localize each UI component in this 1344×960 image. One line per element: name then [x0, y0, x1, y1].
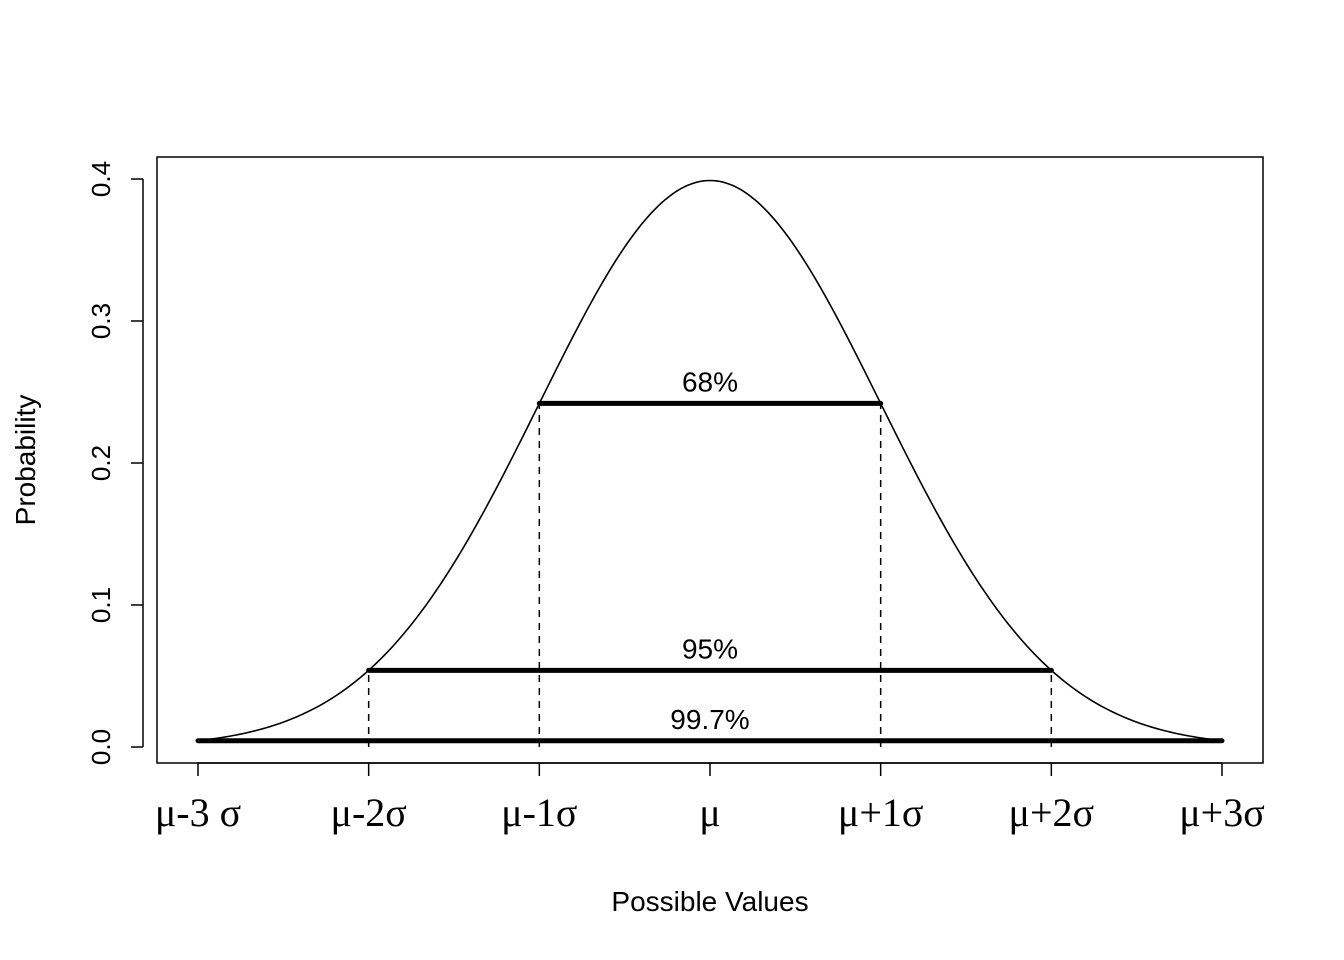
x-tick-label: μ+3σ: [1179, 790, 1265, 835]
x-tick-label: μ+2σ: [1009, 790, 1095, 835]
y-axis: 0.0 0.1 0.2 0.3 0.4: [86, 161, 144, 765]
range-label: 68%: [682, 366, 738, 397]
x-tick-label: μ: [699, 790, 720, 835]
y-tick-label: 0.2: [86, 445, 116, 481]
y-tick-label: 0.3: [86, 303, 116, 339]
x-tick-label: μ-3 σ: [155, 790, 241, 835]
x-tick-label: μ-2σ: [331, 790, 407, 835]
x-tick-label: μ+1σ: [838, 790, 924, 835]
y-tick-label: 0.1: [86, 587, 116, 623]
y-tick-label: 0.4: [86, 161, 116, 197]
range-label: 95%: [682, 633, 738, 664]
x-axis: μ-3 σ μ-2σ μ-1σ μ μ+1σ μ+2σ μ+3σ: [155, 762, 1265, 835]
range-label: 99.7%: [670, 704, 749, 735]
x-tick-label: μ-1σ: [501, 790, 577, 835]
y-tick-label: 0.0: [86, 729, 116, 765]
plot-marks: 68% 95% 99.7%: [195, 179, 1225, 747]
y-axis-title: Probability: [10, 395, 41, 526]
x-axis-title: Possible Values: [611, 886, 808, 917]
